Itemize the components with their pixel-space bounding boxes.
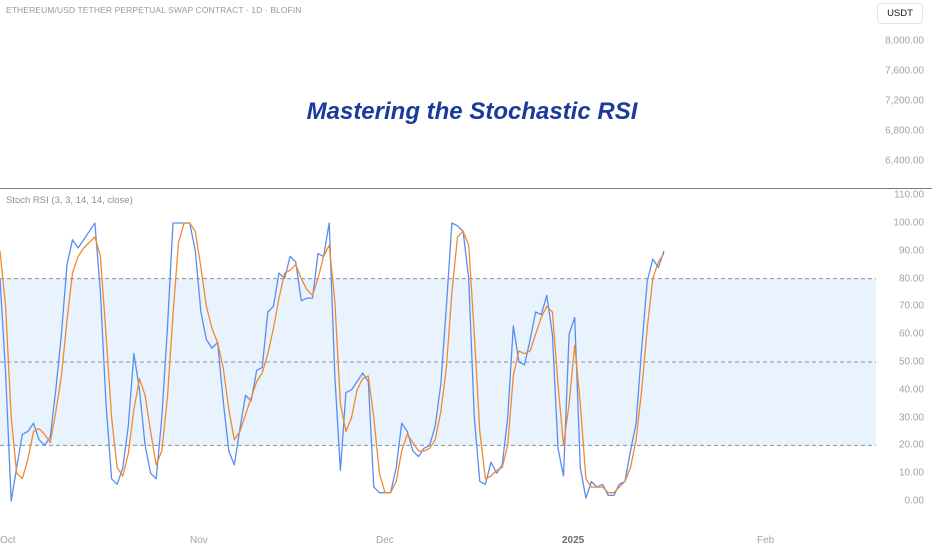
pane-divider[interactable] bbox=[0, 188, 932, 189]
price-tick: 8,000.00 bbox=[885, 35, 924, 47]
rsi-axis-tick: 40.00 bbox=[898, 384, 924, 396]
rsi-axis-tick: 50.00 bbox=[898, 356, 924, 368]
price-tick: 7,200.00 bbox=[885, 95, 924, 107]
rsi-axis-tick: 90.00 bbox=[898, 245, 924, 257]
time-label-oct: Oct bbox=[0, 535, 16, 546]
rsi-axis-tick: 30.00 bbox=[898, 412, 924, 424]
indicator-label[interactable]: Stoch RSI (3, 3, 14, 14, close) bbox=[6, 195, 133, 206]
time-label-nov: Nov bbox=[190, 535, 208, 546]
price-tick: 6,400.00 bbox=[885, 155, 924, 167]
rsi-axis-tick: 60.00 bbox=[898, 328, 924, 340]
chart-headline: Mastering the Stochastic RSI bbox=[306, 98, 638, 125]
rsi-axis-tick: 0.00 bbox=[904, 495, 924, 507]
time-label-feb: Feb bbox=[757, 535, 775, 546]
rsi-axis-tick: 100.00 bbox=[893, 217, 924, 229]
time-label-2025: 2025 bbox=[562, 535, 585, 546]
rsi-axis-tick: 10.00 bbox=[898, 467, 924, 479]
d-line bbox=[0, 222, 665, 494]
rsi-axis-tick: 70.00 bbox=[898, 300, 924, 312]
rsi-axis-tick: 80.00 bbox=[898, 273, 924, 285]
rsi-axis-tick: 20.00 bbox=[898, 439, 924, 451]
time-label-dec: Dec bbox=[376, 535, 394, 546]
currency-button[interactable]: USDT bbox=[877, 3, 923, 24]
rsi-axis-tick: 110.00 bbox=[894, 189, 924, 201]
price-tick: 6,800.00 bbox=[885, 125, 924, 137]
symbol-header: ETHEREUM/USD TETHER PERPETUAL SWAP CONTR… bbox=[6, 5, 302, 15]
price-tick: 7,600.00 bbox=[885, 65, 924, 77]
k-line bbox=[0, 222, 665, 502]
